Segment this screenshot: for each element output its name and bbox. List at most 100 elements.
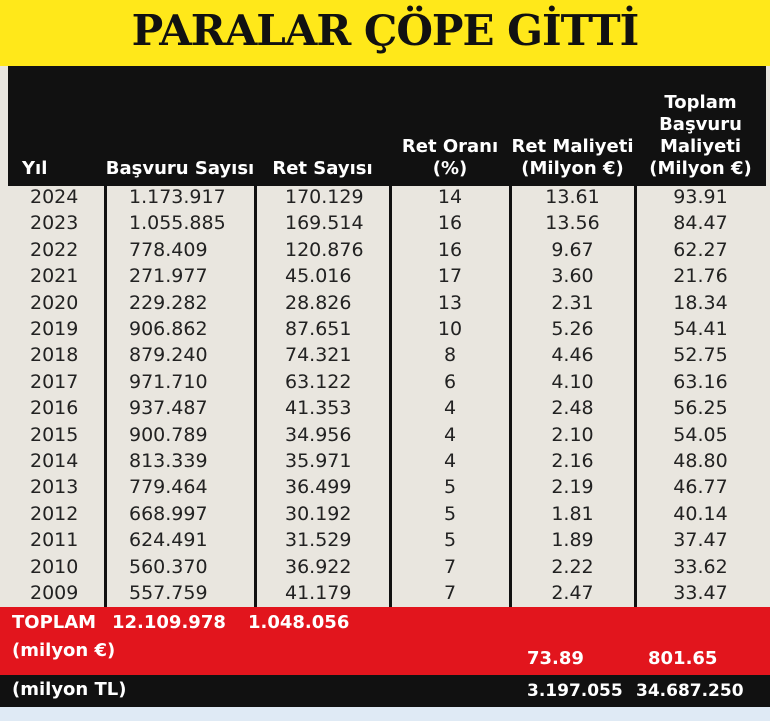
table-cell: 54.41 [673, 318, 728, 340]
table-cell: 41.179 [285, 582, 352, 604]
table-cell: 2020 [30, 291, 79, 314]
table-cell: 1.055.885 [129, 212, 226, 235]
table-cell: 668.997 [129, 502, 208, 525]
column-line [389, 66, 392, 607]
total-tl-row [0, 675, 770, 707]
table-cell: 7 [443, 555, 457, 578]
column-line [634, 66, 637, 607]
table-cell: 1.173.917 [129, 186, 226, 208]
euro-toplam: 801.65 [648, 648, 718, 669]
table-cell: 2018 [30, 344, 79, 367]
column-line [254, 66, 257, 607]
total-basvuru: 12.109.978 [112, 612, 226, 633]
table-cell: 2.47 [551, 582, 594, 604]
table-cell: 906.862 [129, 318, 208, 340]
euro-ret-maliyeti: 73.89 [527, 648, 584, 669]
tl-toplam: 34.687.250 [636, 681, 744, 701]
table-cell: 56.25 [673, 397, 728, 420]
table-cell: 900.789 [129, 423, 208, 446]
title: PARALAR ÇÖPE GİTTİ [131, 6, 640, 55]
column-line [104, 66, 107, 607]
table-cell: 63.122 [285, 370, 352, 393]
table-cell: 5.26 [551, 318, 594, 340]
table-cell: 5 [443, 529, 457, 552]
table-cell: 8 [443, 344, 457, 367]
table-cell: 2023 [30, 212, 79, 235]
table-cell: 2022 [30, 238, 79, 261]
table-cell: 46.77 [673, 476, 728, 499]
table-cell: 62.27 [673, 238, 728, 261]
table-cell: 48.80 [673, 450, 728, 472]
table-cell: 557.759 [129, 582, 208, 604]
title-banner [0, 0, 770, 66]
table-cell: 5 [443, 476, 457, 499]
table-cell: 971.710 [129, 370, 208, 393]
table-cell: 2.19 [551, 476, 594, 499]
table-cell: 18.34 [673, 291, 728, 314]
table-cell: 879.240 [129, 344, 208, 367]
table-cell: 40.14 [673, 502, 728, 525]
table-cell: 937.487 [129, 397, 208, 420]
table-cell: 31.529 [285, 529, 352, 552]
column-line [509, 66, 512, 607]
table-cell: 45.016 [285, 265, 352, 288]
table-cell: 624.491 [129, 529, 208, 552]
table-cell: 169.514 [285, 212, 364, 235]
table-cell: 9.67 [551, 238, 594, 261]
table-cell: 2.48 [551, 397, 594, 420]
table-cell: 13.61 [545, 186, 600, 208]
table-cell: 17 [437, 265, 463, 288]
table-cell: 16 [437, 238, 463, 261]
table-cell: 93.91 [673, 186, 728, 208]
table-cell: 813.339 [129, 450, 208, 472]
table-cell: 2014 [30, 450, 79, 472]
table-cell: 2.22 [551, 555, 594, 578]
table-cell: 2.16 [551, 450, 594, 472]
table-cell: 33.47 [673, 582, 728, 604]
table-cell: 14 [437, 186, 463, 208]
table-cell: 2.31 [551, 291, 594, 314]
header-cell: Toplam Başvuru Maliyeti (Milyon €) [649, 92, 752, 179]
table-cell: 28.826 [285, 291, 352, 314]
table-cell: 2019 [30, 318, 79, 340]
table-cell: 2009 [30, 582, 79, 604]
table-cell: 2015 [30, 423, 79, 446]
total-ret: 1.048.056 [248, 612, 350, 633]
table-cell: 13 [437, 291, 463, 314]
table-cell: 120.876 [285, 238, 364, 261]
table-cell: 84.47 [673, 212, 728, 235]
table-cell: 87.651 [285, 318, 352, 340]
table-cell: 2012 [30, 502, 79, 525]
table-cell: 36.499 [285, 476, 352, 499]
table-cell: 4 [443, 423, 457, 446]
header-cell: Ret Sayısı [272, 158, 373, 179]
header-cell: Yıl [22, 158, 48, 179]
table-cell: 560.370 [129, 555, 208, 578]
table-cell: 1.89 [551, 529, 594, 552]
table-cell: 7 [443, 582, 457, 604]
table-cell: 2010 [30, 555, 79, 578]
table-cell: 2016 [30, 397, 79, 420]
table-cell: 3.60 [551, 265, 594, 288]
table-cell: 21.76 [673, 265, 728, 288]
tl-ret-maliyeti: 3.197.055 [527, 681, 623, 701]
table-cell: 2013 [30, 476, 79, 499]
table-cell: 30.192 [285, 502, 352, 525]
table-cell: 2011 [30, 529, 79, 552]
table-cell: 36.922 [285, 555, 352, 578]
table-cell: 34.956 [285, 423, 352, 446]
table-cell: 4 [443, 397, 457, 420]
table-cell: 779.464 [129, 476, 208, 499]
table-cell: 4.46 [551, 344, 594, 367]
table-cell: 13.56 [545, 212, 600, 235]
table-cell: 16 [437, 212, 463, 235]
tl-label: (milyon TL) [12, 679, 127, 700]
table-cell: 2.10 [551, 423, 594, 446]
table-cell: 4 [443, 450, 457, 472]
table-cell: 2021 [30, 265, 79, 288]
table-cell: 229.282 [129, 291, 208, 314]
header-cell: Ret Oranı (%) [401, 136, 499, 179]
header-cell: Ret Maliyeti (Milyon €) [511, 136, 634, 179]
total-euro-row [0, 607, 770, 675]
